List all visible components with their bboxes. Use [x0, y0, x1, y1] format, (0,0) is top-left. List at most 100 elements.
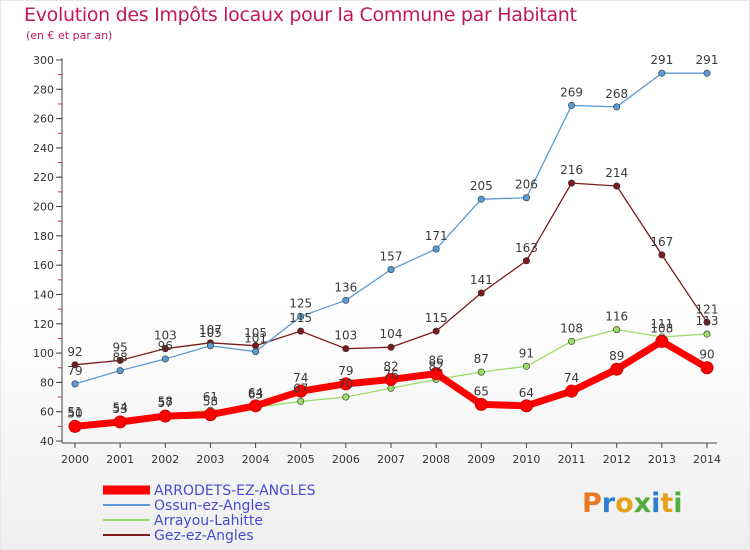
- data-label: 105: [199, 326, 222, 340]
- data-label: 88: [113, 351, 128, 365]
- x-tick-label: 2000: [61, 453, 89, 466]
- x-tick-label: 2004: [242, 453, 270, 466]
- data-label: 105: [244, 326, 267, 340]
- data-label: 268: [605, 87, 628, 101]
- x-tick-label: 2010: [512, 453, 540, 466]
- proxiti-logo: Proxiti: [582, 488, 683, 519]
- x-tick-label: 2014: [693, 453, 721, 466]
- chart-title: Evolution des Impôts locaux pour la Comm…: [24, 4, 577, 26]
- data-point: [71, 380, 79, 388]
- data-point: [71, 361, 79, 369]
- logo-letter: r: [601, 488, 616, 519]
- data-label: 269: [560, 85, 583, 99]
- x-tick-label: 2005: [287, 453, 315, 466]
- data-label: 54: [113, 400, 128, 414]
- data-label: 157: [380, 250, 403, 264]
- data-label: 116: [605, 310, 628, 324]
- data-label: 103: [154, 329, 177, 343]
- y-tick-label: 200: [33, 201, 54, 214]
- legend-label: ARRODETS-EZ-ANGLES: [154, 483, 316, 499]
- data-label: 108: [560, 321, 583, 335]
- data-point: [342, 393, 350, 401]
- data-label: 291: [650, 53, 673, 67]
- data-label: 115: [289, 311, 312, 325]
- data-label: 82: [383, 359, 398, 373]
- data-point: [387, 384, 395, 392]
- data-label: 51: [67, 405, 82, 419]
- data-label: 76: [383, 368, 398, 382]
- data-point: [297, 397, 305, 405]
- data-label: 101: [244, 332, 267, 346]
- axes: 40 60 80 100 120 140 160 180 200 220 240 260 280 300 2…: [33, 54, 721, 466]
- data-label: 57: [158, 396, 173, 410]
- data-label: 61: [203, 390, 218, 404]
- data-label: 163: [515, 241, 538, 255]
- x-tick-label: 2003: [196, 453, 224, 466]
- x-tick-label: 2011: [558, 453, 586, 466]
- data-point: [203, 408, 217, 422]
- data-point: [252, 348, 260, 356]
- data-label: 206: [515, 178, 538, 192]
- data-label: 91: [519, 346, 534, 360]
- data-point: [658, 251, 666, 259]
- y-tick-label: 280: [33, 83, 54, 96]
- x-tick-label: 2006: [332, 453, 360, 466]
- data-label: 136: [334, 280, 357, 294]
- data-point: [568, 179, 576, 187]
- data-point: [342, 296, 350, 304]
- legend-label: Ossun-ez-Angles: [154, 498, 270, 514]
- data-label: 50: [67, 406, 82, 420]
- data-point: [522, 194, 530, 202]
- data-label: 107: [199, 323, 222, 337]
- logo-letter: i: [651, 488, 661, 519]
- x-tick-label: 2002: [151, 453, 179, 466]
- data-label: 104: [380, 327, 403, 341]
- data-label: 103: [334, 329, 357, 343]
- data-label: 291: [696, 53, 719, 67]
- legend-label: Arrayou-Lahitte: [154, 513, 263, 529]
- data-point: [703, 318, 711, 326]
- data-label: 79: [67, 364, 82, 378]
- data-label: 92: [67, 345, 82, 359]
- data-point: [113, 415, 127, 429]
- data-point: [294, 384, 308, 398]
- y-tick-label: 260: [33, 113, 54, 126]
- data-point: [568, 337, 576, 345]
- data-point: [206, 342, 214, 350]
- data-point: [522, 257, 530, 265]
- y-tick-label: 220: [33, 171, 54, 184]
- data-label: 113: [696, 314, 719, 328]
- legend: ARRODETS-EZ-ANGLESOssun-ez-AnglesArrayou…: [103, 483, 316, 544]
- data-label: 115: [425, 311, 448, 325]
- data-label: 90: [699, 348, 714, 362]
- legend-label: Gez-ez-Angles: [154, 528, 254, 544]
- x-tick-label: 2008: [422, 453, 450, 466]
- data-label: 79: [338, 364, 353, 378]
- data-label: 205: [470, 179, 493, 193]
- data-point: [519, 399, 533, 413]
- data-label: 64: [248, 386, 263, 400]
- y-tick-label: 300: [33, 54, 54, 67]
- data-point: [116, 356, 124, 364]
- data-label: 58: [203, 395, 218, 409]
- series-arrodets-ez-angles: [68, 334, 714, 433]
- x-tick-label: 2013: [648, 453, 676, 466]
- logo-letter: i: [673, 488, 683, 519]
- logo-letter: P: [582, 488, 602, 519]
- data-label: 108: [650, 321, 673, 335]
- series-layer: [68, 69, 714, 433]
- data-point: [342, 345, 350, 353]
- data-point: [658, 69, 666, 77]
- data-label: 82: [429, 359, 444, 373]
- data-label: 111: [650, 317, 673, 331]
- data-label: 171: [425, 229, 448, 243]
- data-label: 89: [609, 349, 624, 363]
- data-point: [384, 372, 398, 386]
- data-point: [432, 245, 440, 253]
- logo-letter: o: [615, 488, 634, 519]
- data-point: [297, 327, 305, 335]
- data-point: [432, 327, 440, 335]
- data-label: 167: [650, 235, 673, 249]
- y-tick-label: 240: [33, 142, 54, 155]
